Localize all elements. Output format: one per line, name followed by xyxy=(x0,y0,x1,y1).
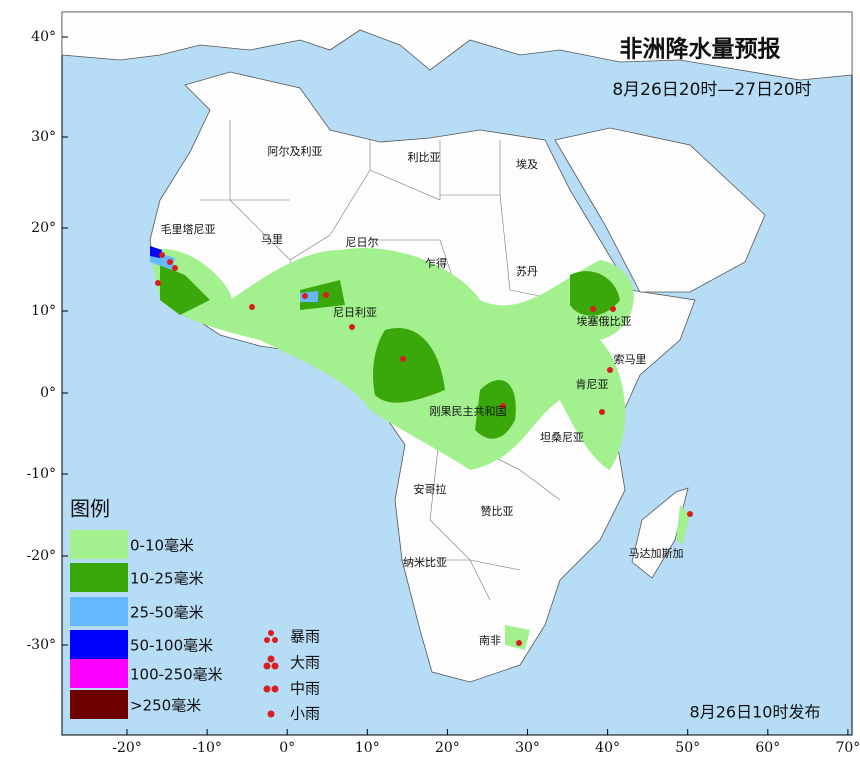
lat-label: 40° xyxy=(31,29,56,45)
legend-dot xyxy=(271,662,279,670)
legend-dot xyxy=(267,710,275,718)
country-label: 乍得 xyxy=(425,256,447,270)
lon-label: 50° xyxy=(675,740,700,756)
legend-swatch xyxy=(70,530,128,559)
legend-dot xyxy=(272,637,278,643)
country-label: 利比亚 xyxy=(408,151,441,164)
legend-swatch xyxy=(70,659,128,688)
country-label: 赞比亚 xyxy=(481,505,514,518)
country-label: 苏丹 xyxy=(516,265,538,278)
lat-label: -10° xyxy=(26,466,56,482)
title: 非洲降水量预报 xyxy=(620,37,781,63)
lon-label: -20° xyxy=(112,740,142,756)
legend-dot xyxy=(264,637,270,643)
subtitle: 8月26日20时—27日20时 xyxy=(612,80,811,100)
lon-label: 10° xyxy=(355,740,380,756)
country-label: 毛里塔尼亚 xyxy=(161,223,216,236)
legend-dot xyxy=(268,630,274,636)
country-label: 马里 xyxy=(261,233,283,246)
legend-dot xyxy=(267,655,275,663)
country-label: 埃塞俄比亚 xyxy=(577,314,632,328)
country-label: 纳米比亚 xyxy=(403,556,447,569)
symbol-label: 大雨 xyxy=(290,654,320,672)
lat-label: 0° xyxy=(40,385,56,401)
lat-label: -30° xyxy=(26,637,56,653)
legend-dot xyxy=(263,662,271,670)
country-label: 埃及 xyxy=(516,157,538,171)
legend-dot xyxy=(271,685,279,693)
legend-label: 10-25毫米 xyxy=(130,570,204,588)
legend-label: >250毫米 xyxy=(130,697,201,715)
lon-label: 70° xyxy=(835,740,860,756)
lat-label: 30° xyxy=(31,129,56,145)
lon-label: -10° xyxy=(192,740,222,756)
rain-dots xyxy=(155,252,693,646)
legend-title: 图例 xyxy=(70,497,110,521)
country-label: 索马里 xyxy=(614,352,647,366)
lon-label: 60° xyxy=(755,740,780,756)
legend-label: 0-10毫米 xyxy=(130,537,194,555)
symbol-label: 小雨 xyxy=(290,705,320,723)
country-label: 刚果民主共和国 xyxy=(430,405,507,418)
lat-label: -20° xyxy=(26,548,56,564)
country-label: 南非 xyxy=(479,634,501,647)
country-label: 坦桑尼亚 xyxy=(540,430,584,444)
symbol-label: 中雨 xyxy=(290,680,320,698)
legend-swatch xyxy=(70,630,128,659)
country-label: 肯尼亚 xyxy=(576,378,609,391)
rain-moderate xyxy=(160,265,620,439)
lat-label: 10° xyxy=(31,303,56,319)
lon-label: 20° xyxy=(435,740,460,756)
country-label: 尼日利亚 xyxy=(333,306,377,319)
country-label: 安哥拉 xyxy=(414,482,447,496)
legend-swatch xyxy=(70,690,128,719)
legend-label: 100-250毫米 xyxy=(130,666,223,684)
lat-label: 20° xyxy=(31,220,56,236)
legend-label: 25-50毫米 xyxy=(130,604,204,622)
country-label: 尼日尔 xyxy=(346,236,379,249)
legend-label: 50-100毫米 xyxy=(130,637,213,655)
legend-dot xyxy=(263,685,271,693)
lon-label: 30° xyxy=(515,740,540,756)
footer: 8月26日10时发布 xyxy=(690,703,821,722)
country-label: 马达加斯加 xyxy=(629,547,684,560)
legend-swatch xyxy=(70,563,128,592)
symbol-label: 暴雨 xyxy=(290,628,320,646)
legend-swatch xyxy=(70,597,128,626)
lon-label: 40° xyxy=(595,740,620,756)
country-label: 阿尔及利亚 xyxy=(268,145,323,158)
lon-label: 0° xyxy=(279,740,295,756)
